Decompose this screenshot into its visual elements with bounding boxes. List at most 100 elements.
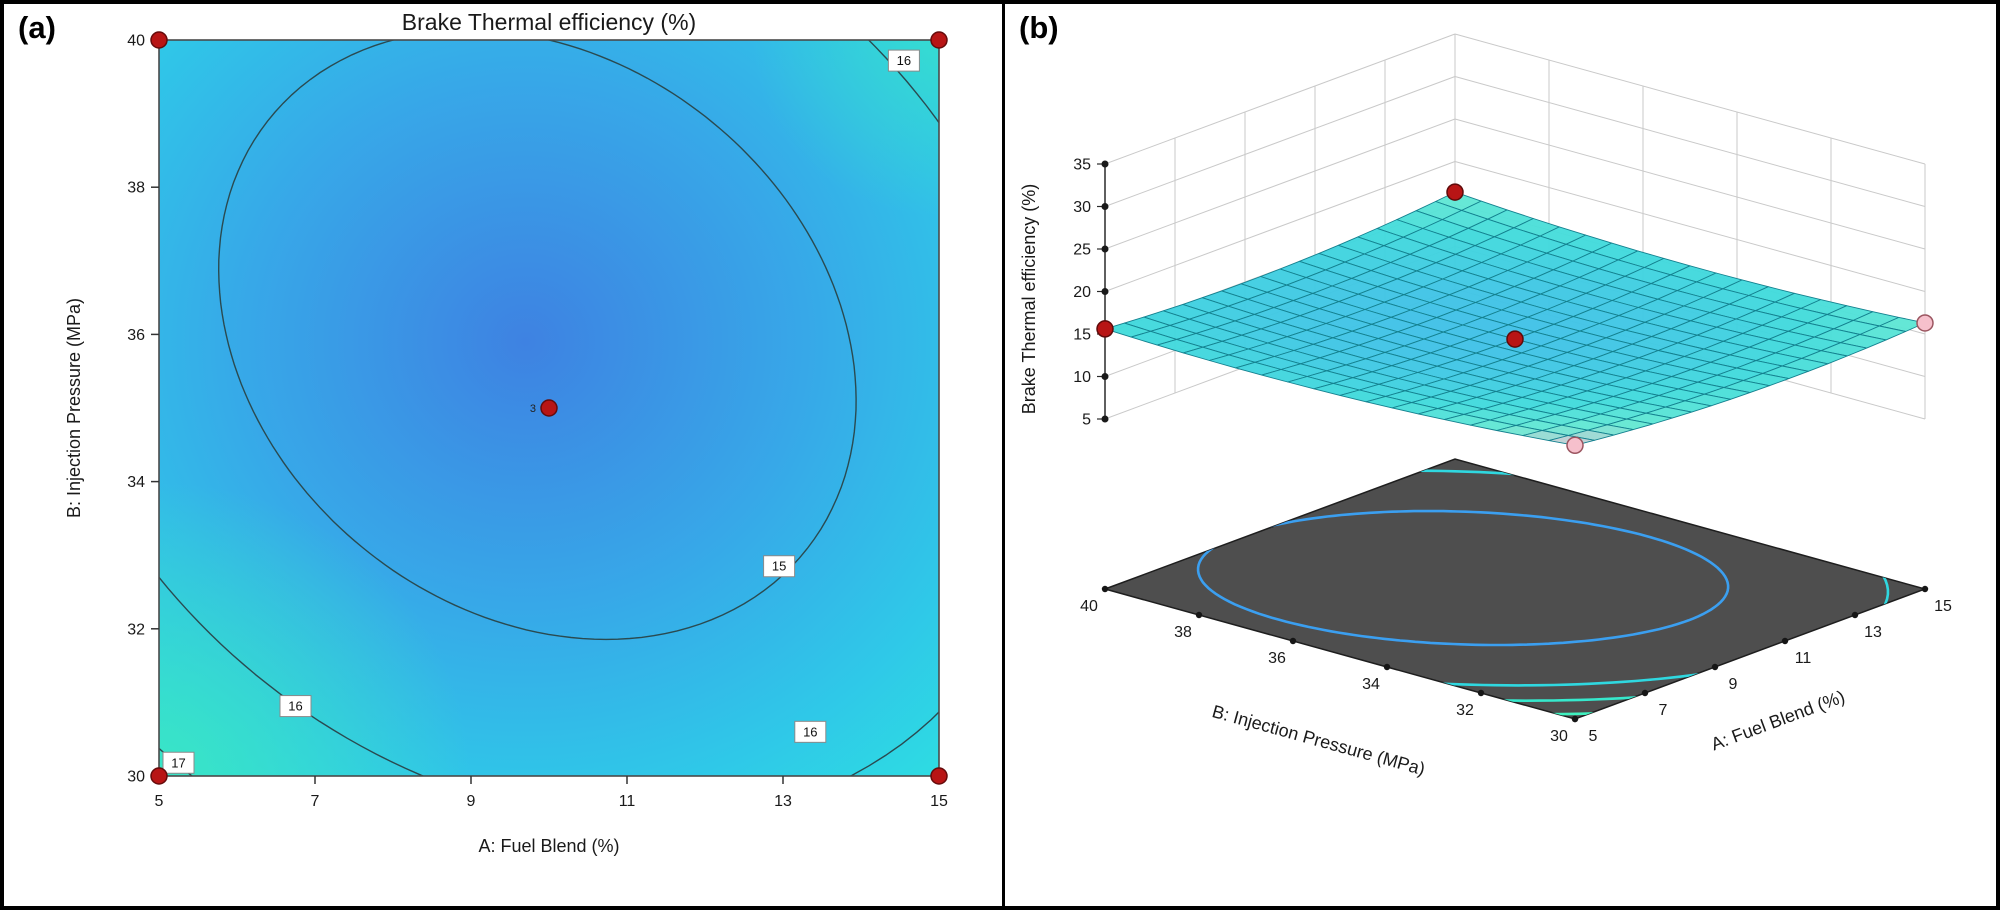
x-tick-label: 15 bbox=[930, 793, 948, 810]
contour-label-value: 16 bbox=[803, 724, 817, 739]
wall-grid-line bbox=[1104, 161, 1456, 292]
center-point-count: 3 bbox=[530, 403, 536, 415]
y-axis-title: B: Injection Pressure (MPa) bbox=[64, 298, 84, 518]
b-tick-dot bbox=[1289, 637, 1297, 645]
b-tick-dot bbox=[1101, 585, 1109, 593]
z-tick-label: 10 bbox=[1073, 369, 1091, 386]
center-point-dot bbox=[540, 399, 558, 417]
b-tick-dot bbox=[1477, 689, 1485, 697]
design-points: 3 bbox=[150, 31, 948, 785]
contour-label-box bbox=[279, 695, 312, 718]
y-tick-label: 40 bbox=[127, 33, 145, 50]
contour-plot: 5 7 9 11 13 15 30 32 34 36 38 40 16 15 16 16 17 3 Brake… bbox=[64, 9, 948, 856]
wall-grid-line bbox=[1104, 76, 1456, 207]
z-axis: 5 10 15 20 25 30 35 bbox=[1073, 157, 1109, 429]
contour-label-box bbox=[763, 555, 796, 578]
z-tick-dot bbox=[1101, 160, 1109, 168]
design-point-dot bbox=[150, 31, 168, 49]
a-axis-title: A: Fuel Blend (%) bbox=[1708, 686, 1847, 754]
z-tick-dot bbox=[1101, 203, 1109, 210]
response-surface-mesh bbox=[1104, 191, 1926, 446]
y-tick-label: 32 bbox=[127, 621, 145, 638]
design-point-3d bbox=[1506, 330, 1524, 348]
z-tick-label: 25 bbox=[1073, 242, 1091, 259]
contour-projection: 30 32 34 36 38 40 5 7 9 11 13 15 bbox=[1080, 458, 1952, 745]
panel-a-label: (a) bbox=[18, 10, 56, 45]
design-points-3d bbox=[1096, 183, 1934, 455]
a-tick-label: 5 bbox=[1589, 728, 1598, 745]
base-contour-line bbox=[1196, 509, 1730, 647]
y-tick-label: 34 bbox=[127, 474, 145, 491]
design-point-dot bbox=[930, 767, 948, 785]
contour-lines bbox=[159, 40, 939, 776]
x-tick-label: 5 bbox=[155, 793, 164, 810]
b-tick-label: 34 bbox=[1362, 676, 1380, 693]
a-tick-label: 9 bbox=[1729, 676, 1738, 693]
design-point-3d bbox=[1566, 436, 1584, 455]
contour-line bbox=[217, 40, 857, 641]
wall-grid-line bbox=[1104, 118, 1456, 250]
z-tick-label: 5 bbox=[1082, 412, 1091, 429]
panel-a-contour: (a) bbox=[4, 4, 1005, 906]
panel-b-label: (b) bbox=[1019, 10, 1059, 45]
b-tick-dot bbox=[1195, 611, 1203, 619]
a-tick-dot bbox=[1851, 611, 1859, 619]
wall-grid-line bbox=[1454, 33, 1926, 165]
a-tick-dot bbox=[1781, 637, 1789, 645]
y-tick-label: 30 bbox=[127, 769, 145, 786]
contour-label-value: 15 bbox=[772, 559, 786, 574]
a-tick-label: 15 bbox=[1934, 598, 1952, 615]
z-tick-label: 20 bbox=[1073, 284, 1091, 301]
b-tick-label: 30 bbox=[1550, 728, 1568, 745]
a-tick-label: 7 bbox=[1659, 702, 1668, 719]
contour-label-value: 16 bbox=[897, 53, 911, 68]
b-tick-label: 38 bbox=[1174, 624, 1192, 641]
surface-plot: 5 10 15 20 25 30 35 30 32 34 36 38 40 5 7 9 11 13 15 Brak… bbox=[1019, 33, 1952, 779]
z-tick-dot bbox=[1101, 288, 1109, 295]
b-axis-title: B: Injection Pressure (MPa) bbox=[1210, 701, 1427, 779]
z-tick-label: 30 bbox=[1073, 199, 1091, 216]
contour-label-value: 16 bbox=[288, 699, 302, 714]
design-point-3d bbox=[1096, 320, 1114, 338]
a-tick-dot bbox=[1641, 689, 1649, 697]
design-point-3d bbox=[1916, 314, 1934, 332]
contour-label-box bbox=[887, 49, 920, 72]
x-tick-label: 11 bbox=[619, 793, 636, 810]
z-axis-title: Brake Thermal efficiency (%) bbox=[1019, 184, 1039, 414]
design-point-dot bbox=[930, 31, 948, 49]
a-tick-label: 13 bbox=[1864, 624, 1882, 641]
contour-level-labels: 16 15 16 16 17 bbox=[162, 49, 920, 774]
axis-ticks: 5 7 9 11 13 15 30 32 34 36 38 40 bbox=[127, 33, 948, 811]
b-tick-label: 32 bbox=[1456, 702, 1474, 719]
a-tick-dot bbox=[1711, 663, 1719, 671]
wall-grid-line bbox=[1104, 33, 1456, 165]
z-tick-dot bbox=[1101, 373, 1109, 380]
projection-plane bbox=[1102, 458, 1928, 720]
contour-label-value: 17 bbox=[171, 755, 185, 770]
b-tick-label: 40 bbox=[1080, 598, 1098, 615]
plot-frame bbox=[158, 39, 940, 777]
x-tick-label: 7 bbox=[311, 793, 320, 810]
b-tick-dot bbox=[1383, 663, 1391, 671]
x-axis-title: A: Fuel Blend (%) bbox=[478, 836, 619, 856]
z-tick-label: 35 bbox=[1073, 157, 1091, 174]
plot-title: Brake Thermal efficiency (%) bbox=[402, 9, 696, 35]
a-tick-label: 11 bbox=[1795, 650, 1812, 667]
contour-label-box bbox=[162, 751, 195, 774]
x-tick-label: 13 bbox=[774, 793, 792, 810]
a-tick-dot bbox=[1571, 715, 1579, 723]
b-tick-label: 36 bbox=[1268, 650, 1286, 667]
z-tick-dot bbox=[1101, 415, 1109, 423]
contour-label-box bbox=[794, 720, 827, 743]
panel-b-surface: (b) 5 10 15 20 25 30 35 30 32 34 36 38 40 5 7 9 11 13 15 … bbox=[1005, 4, 1996, 906]
y-tick-label: 36 bbox=[127, 327, 145, 344]
z-tick-label: 15 bbox=[1073, 327, 1091, 344]
design-point-dot bbox=[150, 767, 168, 785]
y-tick-label: 38 bbox=[127, 180, 145, 197]
wall-grid-line bbox=[1454, 161, 1926, 292]
z-tick-dot bbox=[1101, 245, 1109, 253]
wall-grid-line bbox=[1454, 76, 1926, 207]
wall-grid-line bbox=[1454, 118, 1926, 250]
design-point-3d bbox=[1446, 183, 1464, 201]
